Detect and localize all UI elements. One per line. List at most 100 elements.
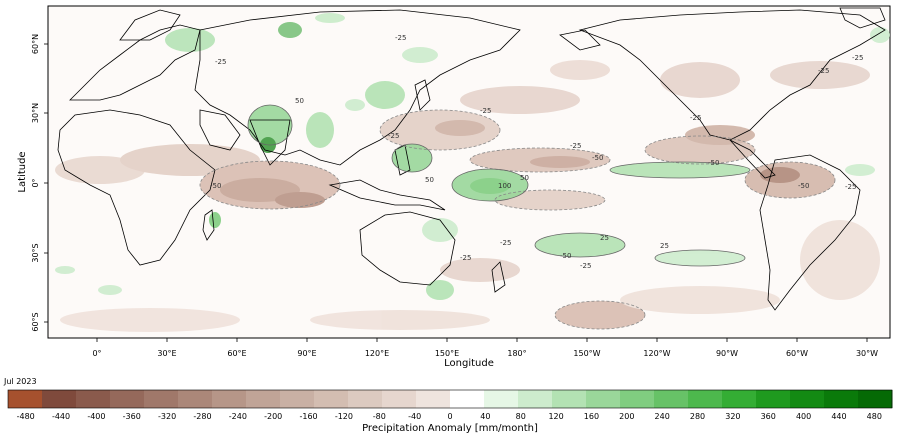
contour-label: -25 bbox=[818, 67, 829, 75]
x-axis-title: Longitude bbox=[444, 358, 494, 369]
x-tick-label: 30°E bbox=[157, 349, 176, 358]
x-tick-label: 0° bbox=[92, 349, 101, 358]
contour-label: -25 bbox=[395, 34, 406, 42]
contour-label: -50 bbox=[592, 154, 603, 162]
colorbar-tick-label: -40 bbox=[408, 412, 421, 421]
y-axis-title: Latitude bbox=[17, 151, 28, 192]
colorbar-swatch bbox=[790, 390, 825, 408]
colorbar-tick-label: -200 bbox=[264, 412, 282, 421]
colorbar-swatch bbox=[76, 390, 111, 408]
colorbar-swatch bbox=[348, 390, 383, 408]
colorbar-title: Precipitation Anomaly [mm/month] bbox=[362, 423, 538, 434]
colorbar-swatch bbox=[654, 390, 689, 408]
colorbar-swatch bbox=[450, 390, 485, 408]
colorbar-swatch bbox=[246, 390, 281, 408]
colorbar-swatch bbox=[144, 390, 179, 408]
colorbar-tick-label: 160 bbox=[584, 412, 599, 421]
x-tick-label: 150°W bbox=[573, 349, 600, 358]
colorbar-tick-label: 80 bbox=[516, 412, 526, 421]
x-tick-label: 90°W bbox=[716, 349, 738, 358]
colorbar-date: Jul 2023 bbox=[3, 377, 37, 386]
colorbar-tick-label: 320 bbox=[725, 412, 740, 421]
contour-label: -25 bbox=[500, 239, 511, 247]
colorbar-tick-label: 440 bbox=[831, 412, 846, 421]
colorbar-swatch bbox=[42, 390, 77, 408]
y-axis: 60°N 30°N 0° 30°S 60°S Latitude bbox=[17, 34, 48, 332]
contour-label: 25 bbox=[600, 234, 609, 242]
colorbar-swatch bbox=[178, 390, 213, 408]
colorbar-swatch bbox=[212, 390, 247, 408]
y-tick-label: 60°N bbox=[31, 34, 40, 54]
y-tick-label: 30°S bbox=[31, 243, 40, 262]
colorbar-swatches bbox=[8, 390, 893, 408]
colorbar-tick-label: 240 bbox=[655, 412, 670, 421]
wet-anomaly-regions bbox=[55, 13, 890, 300]
colorbar-swatch bbox=[824, 390, 859, 408]
colorbar-tick-label: -240 bbox=[229, 412, 247, 421]
contour-label: -25 bbox=[480, 107, 491, 115]
x-tick-label: 60°W bbox=[786, 349, 808, 358]
colorbar-swatch bbox=[314, 390, 349, 408]
contour-label: -50 bbox=[210, 182, 221, 190]
x-tick-label: 120°W bbox=[643, 349, 670, 358]
contour-label: -25 bbox=[570, 142, 581, 150]
contour-label: 50 bbox=[295, 97, 304, 105]
colorbar-swatch bbox=[518, 390, 553, 408]
x-tick-label: 60°E bbox=[227, 349, 246, 358]
colorbar-swatch bbox=[8, 390, 43, 408]
contour-label: -25 bbox=[460, 254, 471, 262]
colorbar-tick-label: 480 bbox=[867, 412, 882, 421]
colorbar-tick-label: -480 bbox=[17, 412, 35, 421]
x-tick-label: 120°E bbox=[365, 349, 389, 358]
contour-label: -50 bbox=[560, 252, 571, 260]
colorbar-swatch bbox=[858, 390, 893, 408]
contour-label: 100 bbox=[498, 182, 511, 190]
contour-label: 25 bbox=[660, 242, 669, 250]
colorbar-swatch bbox=[484, 390, 519, 408]
colorbar-tick-label: -120 bbox=[335, 412, 353, 421]
colorbar-swatch bbox=[586, 390, 621, 408]
contour-label: -50 bbox=[708, 159, 719, 167]
x-tick-label: 90°E bbox=[297, 349, 316, 358]
y-tick-label: 30°N bbox=[31, 103, 40, 123]
colorbar-tick-label: 120 bbox=[548, 412, 563, 421]
contour-label: 50 bbox=[425, 176, 434, 184]
positive-contours bbox=[247, 104, 751, 267]
colorbar-tick-label: -440 bbox=[52, 412, 70, 421]
colorbar-tick-label: -360 bbox=[123, 412, 141, 421]
colorbar-tick-labels: -480 -440 -400 -360 -320 -280 -240 -200 -160 -120… bbox=[17, 412, 882, 421]
colorbar-swatch bbox=[722, 390, 757, 408]
contour-labels: -25 -25 -25 -25 -25 -25 -25 -50 -50 -50 … bbox=[210, 34, 863, 270]
colorbar-tick-label: 200 bbox=[619, 412, 634, 421]
colorbar-tick-label: 280 bbox=[690, 412, 705, 421]
colorbar-tick-label: 40 bbox=[480, 412, 490, 421]
colorbar-tick-label: -320 bbox=[158, 412, 176, 421]
colorbar-tick-label: -280 bbox=[193, 412, 211, 421]
contour-label: -25 bbox=[215, 58, 226, 66]
contour-label: -25 bbox=[388, 132, 399, 140]
x-tick-label: 30°W bbox=[856, 349, 878, 358]
colorbar-tick-label: -80 bbox=[373, 412, 386, 421]
colorbar: Jul 2023 -480 -440 -400 -360 -320 -280 -240 -20… bbox=[3, 377, 893, 434]
y-tick-label: 0° bbox=[31, 178, 40, 187]
colorbar-tick-label: 360 bbox=[761, 412, 776, 421]
contour-label: -50 bbox=[798, 182, 809, 190]
colorbar-swatch bbox=[280, 390, 315, 408]
colorbar-swatch bbox=[620, 390, 655, 408]
colorbar-swatch bbox=[688, 390, 723, 408]
y-tick-label: 60°S bbox=[31, 312, 40, 331]
colorbar-tick-label: 400 bbox=[796, 412, 811, 421]
colorbar-swatch bbox=[382, 390, 417, 408]
contour-label: -25 bbox=[690, 114, 701, 122]
colorbar-swatch bbox=[756, 390, 791, 408]
colorbar-tick-label: -400 bbox=[87, 412, 105, 421]
negative-contours bbox=[199, 109, 836, 330]
contour-label: -25 bbox=[580, 262, 591, 270]
colorbar-swatch bbox=[552, 390, 587, 408]
x-axis: 0° 30°E 60°E 90°E 120°E 150°E 180° 150°W… bbox=[92, 338, 878, 369]
coastlines bbox=[57, 7, 886, 311]
contour-label: -25 bbox=[852, 54, 863, 62]
x-tick-label: 180° bbox=[507, 349, 526, 358]
colorbar-swatch bbox=[416, 390, 451, 408]
